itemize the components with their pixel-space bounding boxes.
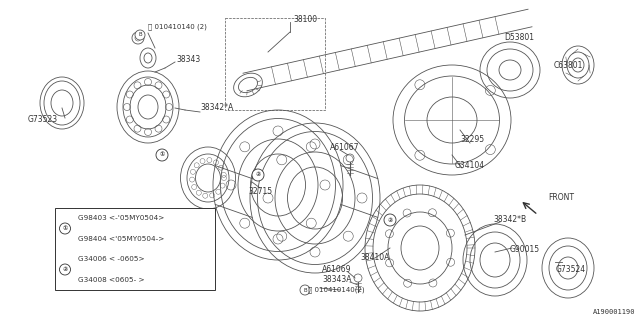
Text: G34104: G34104 [455,161,485,170]
Text: ②: ② [387,218,392,222]
Text: A61067: A61067 [330,143,360,153]
Text: Ⓑ 010410140(2): Ⓑ 010410140(2) [308,287,365,293]
Text: G98403 <-'05MY0504>: G98403 <-'05MY0504> [78,215,164,221]
Text: B: B [138,33,142,37]
Text: A61069: A61069 [322,266,351,275]
Circle shape [300,285,310,295]
Circle shape [132,32,144,44]
Circle shape [252,169,264,181]
Circle shape [60,223,70,234]
Text: G90015: G90015 [510,245,540,254]
Text: Ⓑ 010410140 (2): Ⓑ 010410140 (2) [148,24,207,30]
Text: FRONT: FRONT [548,193,574,202]
Text: G73523: G73523 [28,116,58,124]
Text: D53801: D53801 [504,34,534,43]
Text: ①: ① [62,226,68,231]
Text: 38343: 38343 [176,55,200,65]
Circle shape [156,149,168,161]
Text: G34008 <0605- >: G34008 <0605- > [78,277,145,283]
Circle shape [60,264,70,275]
Circle shape [384,214,396,226]
Text: 32295: 32295 [460,135,484,145]
Text: ②: ② [62,267,68,272]
Text: ②: ② [255,172,260,178]
Text: 38342*A: 38342*A [200,103,233,113]
Text: 38410A: 38410A [360,253,389,262]
Text: 32715: 32715 [248,188,272,196]
Text: G73524: G73524 [556,266,586,275]
Text: 38342*B: 38342*B [493,215,526,225]
Text: A190001190: A190001190 [593,309,635,315]
Text: 38343A: 38343A [322,276,351,284]
Text: ①: ① [159,153,164,157]
Bar [55,208,215,290]
Text: B: B [303,287,307,292]
Text: G34006 < -0605>: G34006 < -0605> [78,256,145,262]
Text: G98404 <'05MY0504->: G98404 <'05MY0504-> [78,236,164,242]
Circle shape [135,30,145,40]
Bar [225,18,325,110]
Text: C63801: C63801 [554,60,584,69]
Text: 38100: 38100 [293,15,317,25]
